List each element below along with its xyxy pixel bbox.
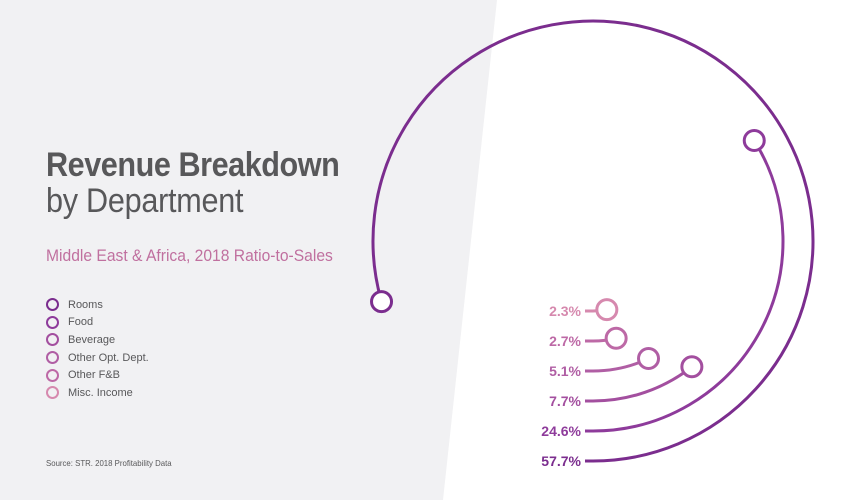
arc-end-marker-4 [604, 326, 628, 350]
legend-label: Beverage [68, 333, 116, 346]
legend-item: Rooms [46, 296, 149, 314]
data-label-0: 57.7% [541, 453, 581, 469]
arc-end-marker-3 [637, 347, 661, 371]
arc-series [370, 19, 815, 463]
data-label-2: 7.7% [549, 393, 581, 409]
arc-end-marker-5 [595, 298, 619, 322]
legend-swatch-icon [46, 351, 59, 365]
arc-food [592, 139, 785, 433]
legend-label: Other F&B [68, 369, 120, 382]
title-line-1: Revenue Breakdown [46, 146, 340, 184]
legend-label: Misc. Income [68, 386, 133, 399]
legend-swatch-icon [46, 386, 59, 400]
arc-rooms [371, 19, 815, 463]
legend: Rooms Food Beverage Other Opt. Dept. Other F… [46, 296, 149, 402]
chart-title: Revenue Breakdown by Department [46, 146, 372, 220]
data-label-1: 24.6% [541, 423, 581, 439]
legend-item: Misc. Income [46, 384, 149, 402]
legend-swatch-icon [46, 368, 59, 382]
data-label-4: 2.7% [549, 333, 581, 349]
arc-end-marker-0 [370, 290, 394, 314]
legend-item: Beverage [46, 331, 149, 349]
legend-swatch-icon [46, 333, 59, 347]
title-line-2: by Department [46, 181, 244, 220]
chart-subtitle: Middle East & Africa, 2018 Ratio-to-Sale… [46, 246, 333, 265]
source-note: Source: STR. 2018 Profitability Data [46, 458, 172, 468]
arc-beverage [592, 365, 693, 403]
data-label-5: 2.3% [549, 303, 581, 319]
legend-label: Food [68, 316, 94, 329]
legend-label: Rooms [68, 298, 103, 311]
legend-label: Other Opt. Dept. [68, 351, 149, 364]
arc-end-marker-1 [742, 129, 766, 153]
arc-end-marker-2 [680, 355, 704, 379]
legend-swatch-icon [46, 298, 59, 312]
legend-swatch-icon [46, 315, 59, 329]
legend-item: Other F&B [46, 366, 149, 384]
background-panel [0, 0, 497, 500]
legend-item: Other Opt. Dept. [46, 349, 149, 367]
legend-item: Food [46, 314, 149, 332]
data-label-3: 5.1% [549, 363, 581, 379]
data-labels: 57.7% 24.6% 7.7% 5.1% 2.7% 2.3% [541, 303, 581, 469]
